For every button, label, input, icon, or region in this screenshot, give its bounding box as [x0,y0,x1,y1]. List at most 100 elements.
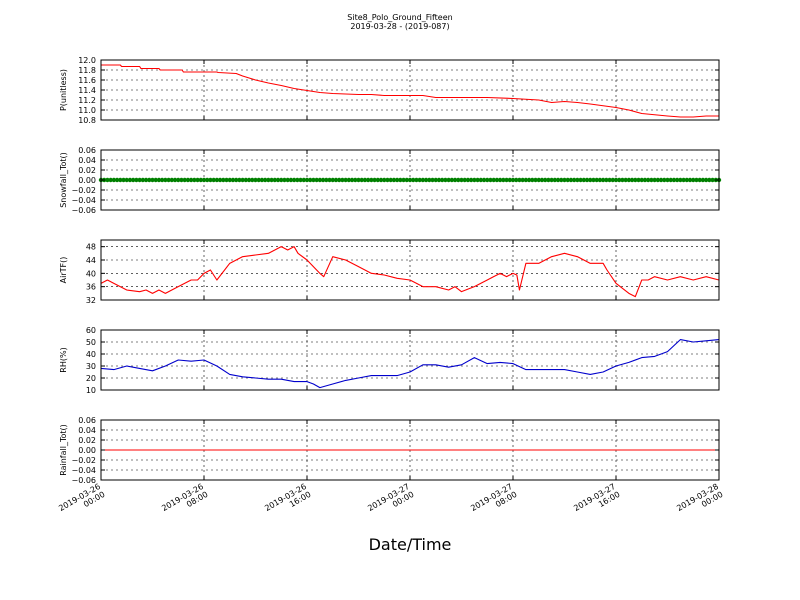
data-point [468,177,474,183]
y-tick-label: 30 [86,362,96,371]
data-point [497,177,503,183]
data-point [121,177,126,183]
data-point [639,177,644,183]
data-point [472,177,477,183]
data-point [391,177,397,183]
data-point [333,177,339,183]
data-point [272,177,278,183]
data-point [143,177,149,183]
data-point [687,177,693,183]
data-point [288,177,294,183]
y-tick-label: 20 [86,374,96,383]
data-point [536,177,541,183]
data-point [224,177,229,183]
data-point [230,177,236,183]
y-tick-label: 0.06 [78,416,96,425]
data-point [452,177,458,183]
data-point [279,177,284,183]
y-tick-label: −0.06 [71,206,96,215]
data-point [658,177,664,183]
y-tick-label: −0.04 [71,196,96,205]
data-point [349,177,355,183]
data-point [388,177,393,183]
y-tick-label: 0.00 [78,446,96,455]
data-point [485,177,490,183]
data-point [275,177,281,183]
data-point [465,177,471,183]
data-point [108,177,113,183]
data-point [385,177,390,183]
data-point [159,177,165,183]
data-point [282,177,287,183]
data-point [301,177,306,183]
data-point [259,177,265,183]
y-axis-label: Rainfall_Tot() [59,424,68,476]
y-tick-label: 0.02 [78,166,96,175]
data-point [523,177,529,183]
data-point [266,177,271,183]
data-point [176,177,181,183]
data-point [430,177,435,183]
data-point [382,177,387,183]
data-point [205,177,210,183]
data-point [613,177,619,183]
chart-subtitle: 2019-03-28 - (2019-087) [350,22,449,31]
data-point [481,177,487,183]
data-point [192,177,197,183]
y-tick-label: −0.06 [71,476,96,485]
data-point [636,177,641,183]
data-point [433,177,438,183]
data-point [256,177,261,183]
data-point [105,177,110,183]
data-point [546,177,551,183]
y-axis-label: AirTF() [59,257,68,284]
data-point [211,177,216,183]
series-line [100,339,720,389]
data-point [127,177,133,183]
data-point [163,177,168,183]
data-point [253,177,258,183]
y-axis-label: P(unitless) [59,69,68,111]
data-point [504,177,509,183]
data-point [314,177,319,183]
data-point [674,177,680,183]
data-point [623,177,628,183]
data-point [526,177,532,183]
data-point [649,177,654,183]
y-tick-label: 11.6 [78,76,96,85]
y-tick-label: −0.02 [71,456,96,465]
data-point [404,177,409,183]
data-point [600,177,606,183]
data-point [456,177,461,183]
data-point [147,177,152,183]
y-tick-label: 0.06 [78,146,96,155]
data-point [539,177,545,183]
data-point [427,177,432,183]
y-tick-label: 44 [86,256,96,265]
data-point [565,177,570,183]
data-point [362,177,368,183]
series-line [100,246,720,298]
data-point [514,177,519,183]
data-point [246,177,252,183]
data-point [459,177,464,183]
data-point [201,177,207,183]
y-axis-label: RH(%) [59,347,68,372]
data-point [568,177,574,183]
data-point [588,177,593,183]
y-tick-label: 0.00 [78,176,96,185]
data-point [697,177,702,183]
y-tick-label: 60 [86,326,96,335]
data-point [137,177,142,183]
data-point [507,177,512,183]
data-point [150,177,155,183]
data-point [336,177,342,183]
data-point [549,177,554,183]
data-point [308,177,313,183]
data-point [700,177,706,183]
data-point [555,177,561,183]
data-point [707,177,712,183]
y-tick-label: 48 [86,243,96,252]
data-point [243,177,249,183]
data-point [629,177,635,183]
